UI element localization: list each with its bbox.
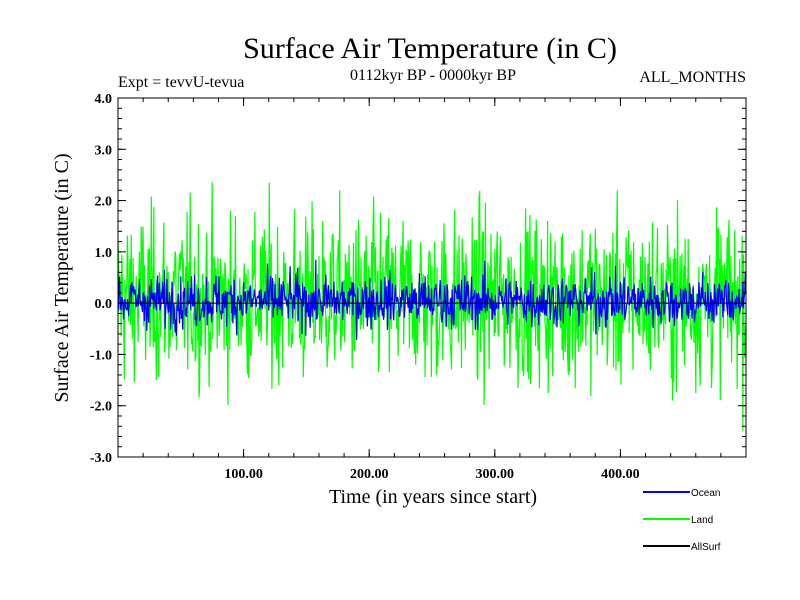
x-tick-label: 400.00: [601, 467, 640, 482]
legend: Ocean Land AllSurf: [643, 488, 721, 553]
time-range-label: 0112kyr BP - 0000kyr BP: [350, 67, 516, 84]
series-layer: [117, 182, 747, 431]
x-tick-label: 200.00: [350, 467, 389, 482]
legend-label-allsurf: AllSurf: [691, 542, 721, 553]
y-tick-label: -1.0: [90, 348, 112, 363]
y-axis-label: Surface Air Temperature (in C): [51, 153, 73, 402]
legend-label-land: Land: [691, 515, 713, 526]
y-tick-label: -2.0: [90, 400, 112, 415]
y-tick-label: 0.0: [95, 297, 113, 312]
y-tick-label: 2.0: [95, 195, 113, 210]
y-tick-label: 3.0: [95, 143, 113, 158]
months-label: ALL_MONTHS: [639, 69, 746, 86]
y-tick-label: 4.0: [95, 92, 113, 107]
x-tick-label: 100.00: [224, 467, 263, 482]
legend-label-ocean: Ocean: [691, 488, 720, 499]
chart-title: Surface Air Temperature (in C): [243, 32, 617, 65]
plot-frame: [117, 97, 747, 458]
x-tick-label: 300.00: [476, 467, 515, 482]
x-axis-label: Time (in years since start): [329, 486, 537, 508]
experiment-label: Expt = tevvU-tevua: [118, 74, 244, 91]
axis-ticks: -3.0 -2.0 -1.0 0.0 1.0 2.0 3.0 4.0 100.00 200.00 3…: [90, 92, 746, 482]
y-tick-label: -3.0: [90, 451, 112, 466]
y-tick-label: 1.0: [95, 246, 113, 261]
series-line-ocean: [117, 259, 747, 340]
